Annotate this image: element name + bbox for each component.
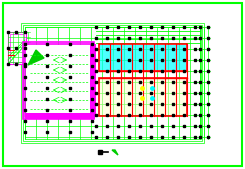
Bar xyxy=(10,34,24,62)
Polygon shape xyxy=(28,50,44,65)
Bar xyxy=(23,42,94,119)
Bar xyxy=(100,45,186,70)
Bar xyxy=(25,117,95,119)
Bar xyxy=(25,44,92,117)
Bar xyxy=(25,27,200,139)
Bar xyxy=(23,25,202,141)
Bar xyxy=(100,79,186,115)
Polygon shape xyxy=(112,150,118,155)
Bar xyxy=(99,44,187,71)
Bar xyxy=(26,45,91,116)
Bar xyxy=(99,78,187,116)
Bar xyxy=(25,27,200,139)
Bar xyxy=(90,44,94,117)
Bar xyxy=(8,32,26,64)
Bar xyxy=(25,113,95,117)
Bar xyxy=(94,44,96,117)
Bar xyxy=(21,23,204,143)
